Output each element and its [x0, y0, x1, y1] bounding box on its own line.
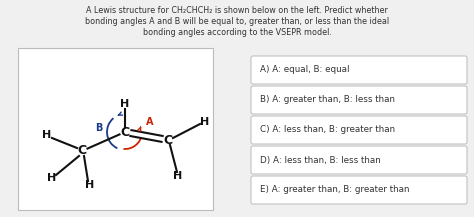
Text: C: C — [164, 133, 173, 146]
Text: H: H — [42, 130, 52, 140]
Text: H: H — [120, 99, 129, 109]
Text: B: B — [95, 123, 103, 133]
Text: A Lewis structure for CH₂CHCH₂ is shown below on the left. Predict whether: A Lewis structure for CH₂CHCH₂ is shown … — [86, 6, 388, 15]
Text: C) A: less than, B: greater than: C) A: less than, B: greater than — [260, 125, 395, 135]
Text: H: H — [173, 171, 182, 181]
Bar — [18, 48, 213, 210]
FancyBboxPatch shape — [251, 146, 467, 174]
Text: H: H — [85, 180, 95, 190]
Text: B) A: greater than, B: less than: B) A: greater than, B: less than — [260, 95, 395, 105]
FancyBboxPatch shape — [251, 176, 467, 204]
FancyBboxPatch shape — [251, 116, 467, 144]
Text: C: C — [77, 145, 87, 158]
Text: A: A — [146, 117, 154, 127]
Text: H: H — [47, 173, 56, 183]
FancyBboxPatch shape — [251, 56, 467, 84]
Text: H: H — [201, 117, 210, 127]
Text: A) A: equal, B: equal: A) A: equal, B: equal — [260, 66, 349, 74]
Text: bonding angles according to the VSEPR model.: bonding angles according to the VSEPR mo… — [143, 28, 331, 37]
FancyBboxPatch shape — [251, 86, 467, 114]
Text: C: C — [120, 125, 129, 138]
Text: bonding angles A and B will be equal to, greater than, or less than the ideal: bonding angles A and B will be equal to,… — [85, 17, 389, 26]
Text: D) A: less than, B: less than: D) A: less than, B: less than — [260, 156, 381, 164]
Text: E) A: greater than, B: greater than: E) A: greater than, B: greater than — [260, 186, 410, 194]
